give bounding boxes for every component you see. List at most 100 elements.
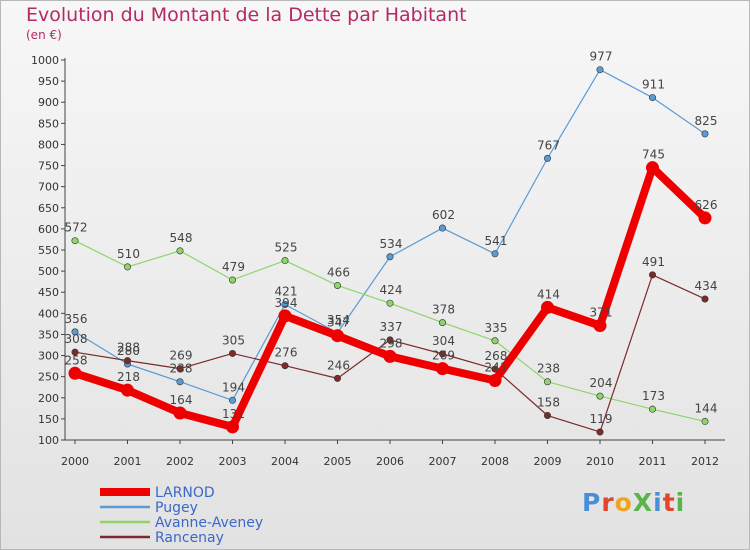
data-label: 479 bbox=[222, 260, 245, 274]
data-point bbox=[176, 365, 184, 373]
data-label: 269 bbox=[170, 349, 193, 363]
data-point bbox=[593, 319, 607, 333]
data-point bbox=[333, 374, 341, 382]
data-label: 335 bbox=[485, 321, 508, 335]
logo-letter: X bbox=[632, 488, 654, 517]
data-point bbox=[646, 161, 659, 175]
y-tick-label: 800 bbox=[38, 138, 59, 151]
data-point bbox=[701, 130, 709, 138]
data-point bbox=[438, 319, 446, 327]
data-label: 305 bbox=[222, 333, 245, 347]
data-point bbox=[438, 224, 446, 232]
y-tick-label: 700 bbox=[38, 181, 59, 194]
logo-letter: i bbox=[653, 488, 663, 517]
data-point bbox=[281, 257, 289, 265]
data-point bbox=[541, 300, 554, 314]
data-point bbox=[333, 281, 341, 289]
data-point bbox=[491, 250, 499, 258]
data-point bbox=[71, 237, 79, 245]
data-point bbox=[386, 336, 394, 344]
data-label: 548 bbox=[170, 231, 193, 245]
data-label: 238 bbox=[170, 362, 193, 376]
logo-letter: o bbox=[614, 488, 633, 517]
data-point bbox=[173, 406, 187, 420]
data-label: 347 bbox=[327, 316, 350, 330]
data-label: 602 bbox=[432, 208, 455, 222]
data-point bbox=[698, 211, 712, 225]
x-tick-label: 2006 bbox=[376, 455, 404, 468]
data-label: 164 bbox=[170, 393, 193, 407]
x-tick-label: 2011 bbox=[639, 455, 667, 468]
y-tick-label: 400 bbox=[38, 307, 59, 320]
data-label: 204 bbox=[590, 376, 613, 390]
data-label: 258 bbox=[65, 353, 88, 367]
data-label: 280 bbox=[117, 344, 140, 358]
data-point bbox=[68, 366, 82, 380]
y-tick-label: 750 bbox=[38, 160, 59, 173]
data-label: 246 bbox=[327, 358, 350, 372]
data-label: 241 bbox=[485, 360, 508, 374]
data-label: 767 bbox=[537, 138, 560, 152]
data-point bbox=[331, 329, 344, 343]
data-label: 510 bbox=[117, 247, 140, 261]
data-point bbox=[229, 396, 237, 404]
data-label: 421 bbox=[275, 284, 298, 298]
data-point bbox=[71, 328, 79, 336]
data-label: 354 bbox=[327, 313, 350, 327]
data-point bbox=[596, 392, 604, 400]
data-label: 424 bbox=[380, 283, 403, 297]
data-label: 977 bbox=[590, 50, 613, 64]
data-label: 371 bbox=[590, 306, 613, 320]
data-label: 378 bbox=[432, 303, 455, 317]
y-tick-label: 350 bbox=[38, 328, 59, 341]
x-tick-label: 2002 bbox=[166, 455, 194, 468]
y-tick-label: 650 bbox=[38, 202, 59, 215]
logo-letter: t bbox=[662, 488, 676, 517]
y-tick-label: 300 bbox=[38, 350, 59, 363]
y-tick-label: 450 bbox=[38, 286, 59, 299]
data-point bbox=[176, 378, 184, 386]
data-label: 268 bbox=[485, 349, 508, 363]
data-point bbox=[386, 299, 394, 307]
y-tick-label: 1000 bbox=[31, 54, 59, 67]
x-tick-label: 2005 bbox=[324, 455, 352, 468]
legend-label-rancenay: Rancenay bbox=[155, 530, 224, 546]
data-label: 194 bbox=[222, 380, 245, 394]
data-label: 911 bbox=[642, 78, 665, 92]
data-point bbox=[124, 357, 132, 365]
data-label: 269 bbox=[432, 349, 455, 363]
data-point bbox=[383, 349, 397, 363]
data-point bbox=[596, 66, 604, 74]
chart-subtitle: (en €) bbox=[26, 28, 62, 42]
data-label: 276 bbox=[275, 346, 298, 360]
data-point bbox=[386, 253, 394, 261]
y-tick-label: 150 bbox=[38, 413, 59, 426]
data-label: 238 bbox=[537, 362, 560, 376]
data-point bbox=[229, 349, 237, 357]
y-tick-label: 900 bbox=[38, 96, 59, 109]
data-point bbox=[176, 247, 184, 255]
data-point bbox=[648, 405, 656, 413]
y-tick-label: 100 bbox=[38, 434, 59, 447]
x-tick-label: 2009 bbox=[534, 455, 562, 468]
y-tick-label: 550 bbox=[38, 244, 59, 257]
data-point bbox=[701, 417, 709, 425]
logo-letter: i bbox=[675, 488, 686, 517]
legend-label-larnod: LARNOD bbox=[155, 485, 215, 501]
x-tick-label: 2007 bbox=[429, 455, 457, 468]
data-label: 491 bbox=[642, 255, 665, 269]
data-point bbox=[71, 348, 79, 356]
data-label: 572 bbox=[65, 221, 88, 235]
legend-label-pugey: Pugey bbox=[155, 500, 198, 516]
data-label: 434 bbox=[695, 279, 718, 293]
logo-letter: P bbox=[582, 488, 602, 517]
x-tick-label: 2004 bbox=[271, 455, 299, 468]
data-label: 414 bbox=[537, 287, 560, 301]
data-point bbox=[543, 378, 551, 386]
data-label: 626 bbox=[695, 198, 718, 212]
data-point bbox=[701, 295, 709, 303]
data-label: 745 bbox=[642, 148, 665, 162]
data-point bbox=[226, 420, 239, 434]
